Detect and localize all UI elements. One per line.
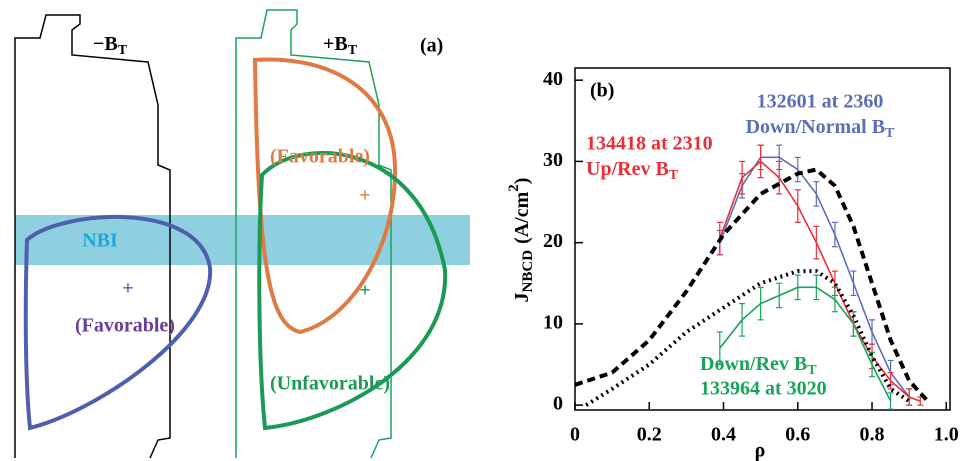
left-title-sub: T [118, 43, 128, 58]
y-tick-label: 20 [543, 230, 563, 252]
beam-label: NBI [82, 230, 118, 252]
error-bar [813, 181, 820, 207]
error-bar [716, 331, 723, 366]
error-bar [850, 270, 857, 297]
x-tick-label: 0.2 [637, 424, 662, 446]
y-label-sup: 2 [506, 184, 522, 192]
x-tick-label: 0.8 [860, 424, 885, 446]
error-bar [776, 282, 783, 309]
y-label-main: J [511, 292, 533, 302]
series-label: 132601 at 2360 [757, 91, 884, 113]
y-tick-label: 30 [543, 149, 563, 171]
series-line [719, 286, 892, 402]
plasma-lower [257, 150, 448, 431]
error-bar [794, 156, 801, 183]
upper-label: (Favorable) [270, 146, 370, 168]
y-label-close: ) [511, 178, 533, 185]
series-note-main: Down/Rev B [700, 353, 807, 375]
series-note: Down/Normal BT [746, 116, 895, 142]
beam-band [15, 215, 470, 265]
axis-marker: + [359, 185, 370, 207]
y-axis-label: JNBCD (A/cm2) [506, 178, 536, 303]
error-bar [887, 392, 894, 410]
series-note-sub: T [807, 363, 817, 378]
series-line [719, 160, 921, 402]
error-bar [739, 160, 746, 195]
x-tick-label: 0.6 [785, 424, 810, 446]
error-bar [757, 144, 764, 179]
series-note-main: Up/Rev B [586, 158, 669, 180]
y-tick-label: 40 [543, 68, 563, 90]
error-bar [794, 189, 801, 223]
x-tick-label: 1.0 [934, 424, 959, 446]
plot-frame [574, 67, 951, 411]
plasma-upper [252, 57, 398, 335]
error-bar [831, 221, 838, 248]
axis-marker: + [359, 280, 370, 302]
lower-label: (Unfavorable) [270, 373, 390, 395]
left-label: (Favorable) [75, 315, 175, 337]
error-bar [869, 319, 876, 345]
error-bar [813, 225, 820, 260]
series-line [585, 269, 911, 407]
right-title-main: +B [323, 33, 348, 55]
series-label: 133964 at 3020 [700, 378, 827, 400]
series-note-sub: T [885, 126, 895, 141]
series-note-sub: T [669, 168, 679, 183]
right-title-sub: T [348, 43, 358, 58]
panel-label: (a) [420, 35, 443, 57]
error-bar [739, 302, 746, 337]
series-line [574, 167, 930, 403]
vessel-right [235, 9, 392, 459]
error-bar [906, 388, 913, 406]
error-bar [757, 286, 764, 321]
panel-label: (b) [590, 80, 614, 102]
x-tick-label: 0.4 [711, 424, 736, 446]
x-axis-label: ρ [755, 440, 766, 461]
right-title: +BT [323, 33, 358, 59]
left-title-main: −B [93, 33, 118, 55]
series-note-main: Down/Normal B [746, 116, 885, 138]
error-bar [831, 286, 838, 313]
y-tick-label: 10 [543, 311, 563, 333]
vessel-left [14, 14, 171, 459]
x-tick-label: 0 [570, 424, 580, 446]
series-label: 134418 at 2310 [586, 133, 713, 155]
y-tick-label: 0 [553, 393, 563, 415]
series-note: Up/Rev BT [586, 158, 679, 184]
error-bar [813, 274, 820, 301]
y-label-sub: NBCD [520, 250, 536, 293]
left-title: −BT [93, 33, 128, 59]
error-bar [794, 274, 801, 301]
plasma-left [23, 214, 213, 431]
error-bar [869, 351, 876, 378]
series-note: Down/Rev BT [700, 353, 817, 379]
y-label-unit: (A/cm [511, 191, 533, 244]
error-bar [776, 160, 783, 195]
axis-marker: + [122, 278, 133, 300]
